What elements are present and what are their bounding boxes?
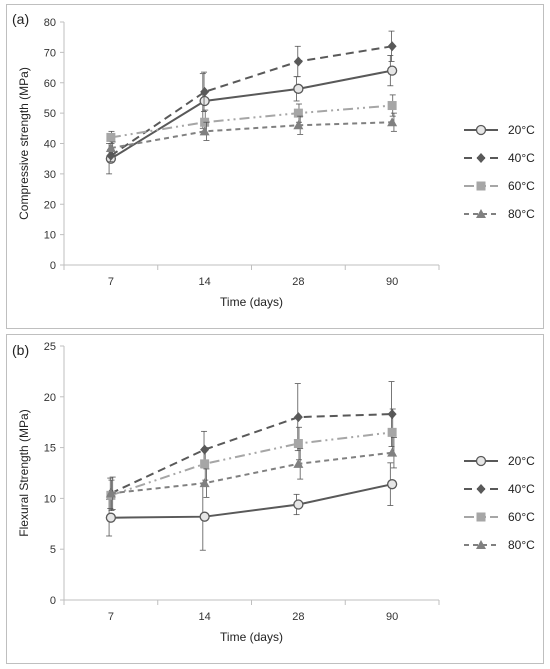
legend-label: 80°C [508, 207, 535, 221]
data-point [387, 447, 398, 457]
chart-a-svg: (a) 0 10 20 30 40 50 60 70 80 7 14 28 90 Time (days) Co… [12, 11, 535, 309]
data-point [387, 101, 397, 111]
legend-label: 40°C [508, 482, 535, 496]
data-point [200, 86, 210, 97]
series-line [110, 483, 393, 519]
x-tick-label: 14 [199, 276, 211, 288]
data-point [387, 409, 397, 420]
y-tick-label: 50 [44, 108, 56, 120]
data-point [293, 499, 304, 510]
data-point [293, 458, 304, 468]
data-point [105, 488, 116, 498]
y-tick-label: 80 [44, 17, 56, 29]
legend: 20°C 40°C 60°C 80°C [464, 123, 535, 221]
series-3 [105, 437, 398, 510]
data-point [387, 41, 397, 52]
series-line [110, 451, 393, 495]
data-point [199, 511, 210, 522]
data-point [293, 120, 304, 130]
data-point [387, 427, 397, 437]
series-line [110, 431, 393, 497]
series-line [110, 69, 393, 160]
y-tick-label: 40 [44, 139, 56, 151]
x-axis-label: Time (days) [220, 295, 283, 309]
y-tick-label: 0 [50, 260, 56, 272]
data-point [200, 444, 210, 455]
data-point [293, 83, 304, 94]
legend-marker [476, 209, 486, 218]
data-point [199, 95, 210, 107]
chart-b-svg: (b) 0 5 10 15 20 25 7 14 28 90 Time (days) Flexural … [12, 341, 535, 644]
data-point [386, 65, 398, 76]
legend-marker [476, 153, 486, 163]
data-point [200, 459, 210, 469]
y-axis-label: Flexural Strength (MPa) [17, 409, 31, 536]
y-tick-label: 0 [50, 595, 56, 607]
legend-marker [476, 512, 486, 522]
data-point [106, 150, 116, 161]
data-point [199, 478, 210, 488]
data-point [105, 512, 117, 523]
series-line [110, 413, 393, 495]
x-tick-label: 28 [292, 276, 304, 288]
data-point [105, 143, 116, 153]
legend-label: 20°C [508, 123, 535, 137]
series-1 [106, 30, 397, 163]
y-tick-label: 70 [44, 47, 56, 59]
x-axis-label: Time (days) [220, 630, 283, 644]
y-tick-label: 10 [44, 493, 56, 505]
legend: 20°C 40°C 60°C 80°C [464, 454, 535, 552]
x-tick-label: 90 [386, 276, 398, 288]
series-2 [106, 408, 397, 511]
y-tick-label: 60 [44, 78, 56, 90]
y-tick-label: 5 [50, 544, 56, 556]
y-tick-label: 15 [44, 443, 56, 455]
y-axis-label: Compressive strength (MPa) [17, 67, 31, 220]
data-point [293, 108, 303, 118]
chart-panel-b: (b) 0 5 10 15 20 25 7 14 28 90 Time (days) Flexural … [6, 334, 544, 664]
series-2 [106, 94, 397, 144]
series-line [110, 104, 393, 139]
x-tick-label: 7 [108, 611, 114, 623]
legend-label: 60°C [508, 510, 535, 524]
legend-label: 60°C [508, 179, 535, 193]
legend-marker [475, 124, 487, 136]
chart-panel-a: (a) 0 10 20 30 40 50 60 70 80 7 14 28 90 Time (days) Co… [6, 4, 544, 329]
data-point [387, 117, 398, 127]
series-line [110, 45, 393, 157]
series-0 [105, 55, 398, 175]
legend-marker [476, 484, 486, 494]
y-tick-label: 20 [44, 392, 56, 404]
series-0 [105, 462, 398, 551]
legend-label: 40°C [508, 151, 535, 165]
y-tick-label: 20 [44, 199, 56, 211]
y-tick-label: 30 [44, 169, 56, 181]
legend-marker [476, 181, 486, 191]
y-tick-label: 25 [44, 341, 56, 353]
series-3 [105, 112, 398, 155]
legend-label: 20°C [508, 454, 535, 468]
legend-marker [476, 540, 486, 549]
data-point [106, 132, 116, 142]
y-tick-label: 10 [44, 230, 56, 242]
data-point [293, 412, 303, 423]
data-point [293, 56, 303, 67]
x-tick-label: 28 [292, 611, 304, 623]
data-point [199, 126, 210, 136]
series-line [110, 121, 393, 150]
data-point [386, 479, 398, 490]
panel-label: (b) [12, 342, 29, 358]
x-tick-label: 14 [199, 611, 211, 623]
legend-label: 80°C [508, 538, 535, 552]
x-tick-label: 7 [108, 276, 114, 288]
x-tick-label: 90 [386, 611, 398, 623]
data-point [293, 439, 303, 449]
panel-label: (a) [12, 11, 29, 27]
legend-marker [475, 455, 487, 467]
